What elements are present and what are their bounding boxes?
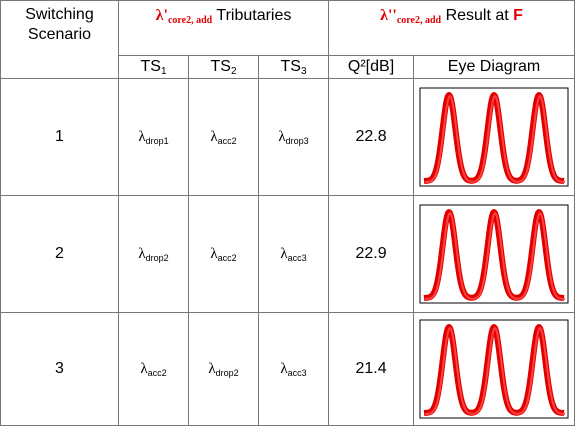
header-row: Switching Scenario λ'core2, add Tributar…	[0, 0, 575, 79]
q-cell: 22.8	[328, 78, 415, 196]
q-value: 21.4	[355, 360, 387, 377]
result-header: λ''core2, add Result at F	[328, 0, 575, 56]
eye-trace-inner	[424, 211, 566, 300]
lambda: λ	[208, 360, 216, 377]
lambda: λ	[140, 360, 148, 377]
symbol: λ''	[380, 7, 397, 24]
ts-cell: λacc3	[257, 195, 330, 313]
subheader-row: TS1 TS2 TS3 Q²[dB] Eye Diagram	[1, 55, 575, 79]
lambda-sub: acc2	[217, 135, 237, 146]
eye-trace-inner	[424, 94, 566, 183]
data-row: 3 λacc2 λdrop2 λacc3 21.4	[0, 312, 575, 426]
scenario: 1	[55, 128, 64, 145]
lambda-sub: acc2	[217, 252, 237, 263]
eye-trace-inner	[424, 326, 566, 415]
lambda: λ	[278, 128, 286, 145]
header-text: Tributaries	[216, 7, 292, 24]
scenario-header: Switching Scenario	[0, 0, 119, 79]
ts-sub: 2	[230, 65, 237, 77]
scenario-cell: 1	[0, 78, 119, 196]
scenario: 3	[55, 360, 64, 377]
lambda: λ	[280, 360, 288, 377]
ts-header: TS2	[188, 55, 259, 79]
tributaries-header: λ'core2, add Tributaries	[117, 0, 330, 56]
lambda: λ	[138, 128, 146, 145]
data-row: 2 λdrop2 λacc2 λacc3 22.9	[0, 195, 575, 313]
ts-sub: 1	[160, 65, 167, 77]
scenario-cell: 2	[0, 195, 119, 313]
q-header-text: Q²[dB]	[347, 58, 395, 75]
ts-cell: λacc3	[257, 312, 330, 426]
lambda-sub: drop2	[145, 252, 169, 263]
data-row: 1 λdrop1 λacc2 λdrop3 22.8	[0, 78, 575, 196]
eye-diagram	[419, 319, 569, 419]
scenario: 2	[55, 245, 64, 262]
lambda: λ	[210, 245, 218, 262]
header-text: Result at	[445, 7, 509, 24]
q-value: 22.9	[355, 245, 387, 262]
lambda-sub: acc2	[147, 367, 167, 378]
ts-cell: λacc2	[118, 312, 189, 426]
ts-header: TS3	[257, 55, 330, 79]
lambda-sub: acc3	[287, 252, 307, 263]
lambda-sub: drop2	[215, 367, 239, 378]
ts-cell: λdrop2	[118, 195, 189, 313]
ts-sub: 3	[300, 65, 307, 77]
lambda-sub: drop1	[145, 135, 169, 146]
lambda: λ	[210, 128, 218, 145]
ts-cell: λdrop1	[118, 78, 189, 196]
eye-header: Eye Diagram	[413, 55, 575, 79]
eye-header-text: Eye Diagram	[447, 58, 541, 75]
ts-cell: λacc2	[188, 195, 259, 313]
q-value: 22.8	[355, 128, 387, 145]
highlight: F	[513, 7, 523, 24]
eye-diagram	[419, 87, 569, 187]
ts-cell: λacc2	[188, 78, 259, 196]
q-cell: 22.9	[328, 195, 415, 313]
lambda-sub: drop3	[285, 135, 309, 146]
ts-header: TS1	[118, 55, 189, 79]
ts-base: TS	[140, 57, 161, 75]
eye-diagram	[419, 204, 569, 304]
ts-cell: λdrop3	[257, 78, 330, 196]
lambda-sub: acc3	[287, 367, 307, 378]
header-text: Switching Scenario	[25, 6, 94, 43]
subscript: core2, add	[167, 15, 213, 26]
q-header: Q²[dB]	[328, 55, 415, 79]
ts-base: TS	[280, 57, 301, 75]
symbol: λ'	[155, 7, 168, 24]
eye-cell	[413, 312, 575, 426]
ts-cell: λdrop2	[188, 312, 259, 426]
lambda: λ	[138, 245, 146, 262]
lambda: λ	[280, 245, 288, 262]
ts-base: TS	[210, 57, 231, 75]
eye-cell	[413, 78, 575, 196]
q-cell: 21.4	[328, 312, 415, 426]
scenario-cell: 3	[0, 312, 119, 426]
eye-cell	[413, 195, 575, 313]
subscript: core2, add	[396, 15, 442, 26]
